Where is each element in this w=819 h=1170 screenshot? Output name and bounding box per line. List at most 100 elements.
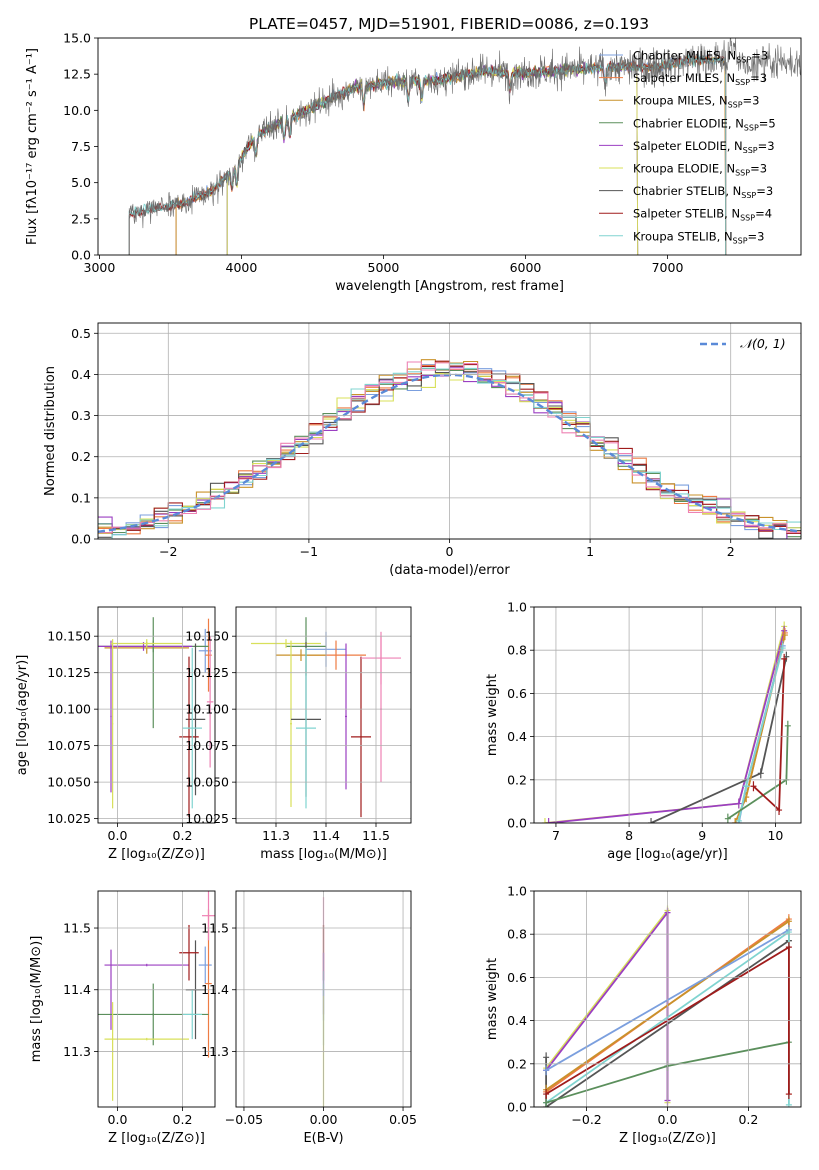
legend-entry: Salpeter STELIB, NSSP=4 [633, 207, 772, 223]
mass_weight_vs_age-panel: 7 8 9 10 0.0 0.2 0.4 0.6 0.8 1.0 age [log₁₀(age/yr… [485, 600, 802, 862]
y-tick-label: 10.0 [63, 103, 91, 118]
figure-title: PLATE=0457, MJD=51901, FIBERID=0086, z=0… [249, 15, 649, 33]
spectrum-frame [97, 37, 802, 256]
mass_vs_Z-plot-area [98, 891, 215, 1101]
legend-entry: Kroupa STELIB, NSSP=3 [633, 229, 764, 245]
x-tick-label: 11.5 [362, 828, 390, 843]
spectrum-x-axis-label: wavelength [Angstrom, rest frame] [335, 279, 564, 294]
x-tick-label: 8 [625, 828, 633, 843]
y-tick-label: 0.4 [71, 367, 91, 382]
mass_weight_vs_Z-y-axis-label: mass weight [485, 958, 500, 1040]
legend-entry: Chabrier MILES, NSSP=3 [633, 49, 768, 65]
mass-weight-point [543, 1089, 550, 1100]
mass-weight-point [784, 720, 791, 731]
legend-entry: Salpeter ELODIE, NSSP=3 [633, 139, 775, 155]
x-tick-label: 10 [767, 828, 783, 843]
y-tick-label: 10.125 [47, 665, 91, 680]
y-tick-label: 0.8 [507, 927, 527, 942]
legend-entry: Chabrier STELIB, NSSP=3 [633, 184, 773, 200]
y-tick-label: 1.0 [507, 884, 527, 899]
error-bar-point [276, 649, 326, 661]
age_vs_Z-plot-area [98, 617, 214, 818]
x-tick-label: 1 [586, 544, 594, 559]
mass_vs_Z-panel: 0.0 0.2 11.3 11.4 11.5 Z [log₁₀(Z/Z⊙)] mass [l… [29, 890, 216, 1146]
legend-entry: Kroupa MILES, NSSP=3 [633, 94, 760, 110]
x-tick-label: 9 [698, 828, 706, 843]
x-tick-label: 0.00 [310, 1112, 338, 1127]
y-tick-label: 12.5 [63, 67, 91, 82]
residuals-x-axis-label: (data-model)/error [389, 563, 510, 578]
x-tick-label: 0.2 [738, 1112, 758, 1127]
y-tick-label: 10.075 [47, 738, 91, 753]
y-tick-label: 5.0 [71, 175, 91, 190]
x-tick-label: 0.0 [658, 1112, 678, 1127]
x-tick-label: 0.0 [108, 828, 128, 843]
y-tick-label: 0.6 [507, 686, 527, 701]
y-tick-label: 10.100 [185, 702, 229, 717]
mass_weight_vs_age-frame [533, 606, 802, 824]
model-spectrum-line [226, 61, 639, 255]
error-bar-point [296, 647, 316, 809]
mass_vs_ebv-frame [235, 890, 412, 1108]
mass-weight-point [781, 653, 788, 664]
error-bar-point [152, 983, 154, 1046]
legend-entry: Kroupa ELODIE, NSSP=3 [633, 162, 767, 178]
mass-weight-point [735, 798, 742, 809]
y-tick-label: 0.4 [507, 729, 527, 744]
y-tick-label: 0.2 [507, 772, 527, 787]
error-bar-point [111, 639, 183, 648]
error-bar-point [182, 989, 202, 1040]
age_vs_Z-y-axis-label: age [log₁₀(age/yr)] [15, 655, 30, 776]
mass-weight-point [541, 818, 548, 823]
y-tick-label: 11.5 [201, 921, 229, 936]
y-tick-label: 15.0 [63, 31, 91, 46]
x-tick-label: 11.3 [262, 828, 290, 843]
error-bar-point [198, 946, 212, 984]
mass-weight-point [779, 643, 786, 654]
x-tick-label: −1 [300, 544, 318, 559]
mass-weight-point [785, 927, 792, 938]
age_vs_mass-panel: 11.3 11.4 11.5 10.025 10.050 10.075 10.100 10.1… [185, 606, 412, 862]
y-tick-label: 10.075 [185, 738, 229, 753]
spectrum-legend: Chabrier MILES, NSSP=3 Salpeter MILES, NS… [599, 49, 776, 245]
x-tick-label: 7 [552, 828, 560, 843]
y-tick-label: 11.4 [201, 982, 229, 997]
mass_vs_ebv-x-axis-label: E(B-V) [303, 1131, 343, 1146]
x-tick-label: 0.2 [173, 1112, 193, 1127]
age_vs_Z-panel: 0.0 0.2 10.025 10.050 10.075 10.100 10.125 10.1… [15, 606, 216, 862]
mass-weight-point [545, 818, 552, 823]
model-spectrum-line [175, 55, 727, 255]
residuals-panel: −2 −1 0 1 2 0.0 0.1 0.2 0.3 0.4 0.5 (data-model)/er… [43, 322, 802, 578]
y-tick-label: 11.5 [63, 921, 91, 936]
error-bar-point [290, 640, 292, 807]
gaussian-reference-line [98, 373, 799, 533]
spectrum-panel: 3000 4000 5000 6000 7000 0.0 2.5 5.0 7.5 10.0 12.5… [25, 31, 802, 294]
y-tick-label: 0.0 [507, 816, 527, 831]
model-spectrum-line [226, 61, 639, 255]
mass-weight-series-line [548, 630, 786, 823]
error-bar-point [202, 891, 215, 941]
x-tick-label: 11.4 [312, 828, 340, 843]
mass-weight-point [543, 1097, 550, 1107]
x-tick-label: 2 [727, 544, 735, 559]
mass_weight_vs_Z-frame [533, 890, 802, 1108]
y-tick-label: 11.3 [201, 1044, 229, 1059]
x-tick-label: 5000 [368, 260, 400, 275]
mass_vs_Z-frame [97, 890, 216, 1108]
mass-weight-point [785, 916, 792, 927]
y-tick-label: 0.0 [507, 1100, 527, 1115]
mass_weight_vs_Z-panel: −0.2 0.0 0.2 0.0 0.2 0.4 0.6 0.8 1.0 Z [log₁₀(Z/Z… [485, 884, 802, 1146]
y-tick-label: 10.050 [47, 775, 91, 790]
mass-weight-point [785, 1089, 792, 1100]
y-tick-label: 0.2 [507, 1056, 527, 1071]
mass-weight-point [732, 818, 739, 823]
y-tick-label: 0.0 [71, 248, 91, 263]
mass_weight_vs_age-y-axis-label: mass weight [485, 674, 500, 756]
y-tick-label: 0.8 [507, 643, 527, 658]
observed-spectrum-line [128, 38, 801, 255]
y-tick-label: 0.2 [71, 449, 91, 464]
x-tick-label: 0.0 [108, 1112, 128, 1127]
residuals-y-axis-label: Normed distribution [43, 366, 58, 496]
mass_vs_ebv-panel: −0.05 0.00 0.05 11.3 11.4 11.5 E(B-V) [201, 890, 417, 1146]
